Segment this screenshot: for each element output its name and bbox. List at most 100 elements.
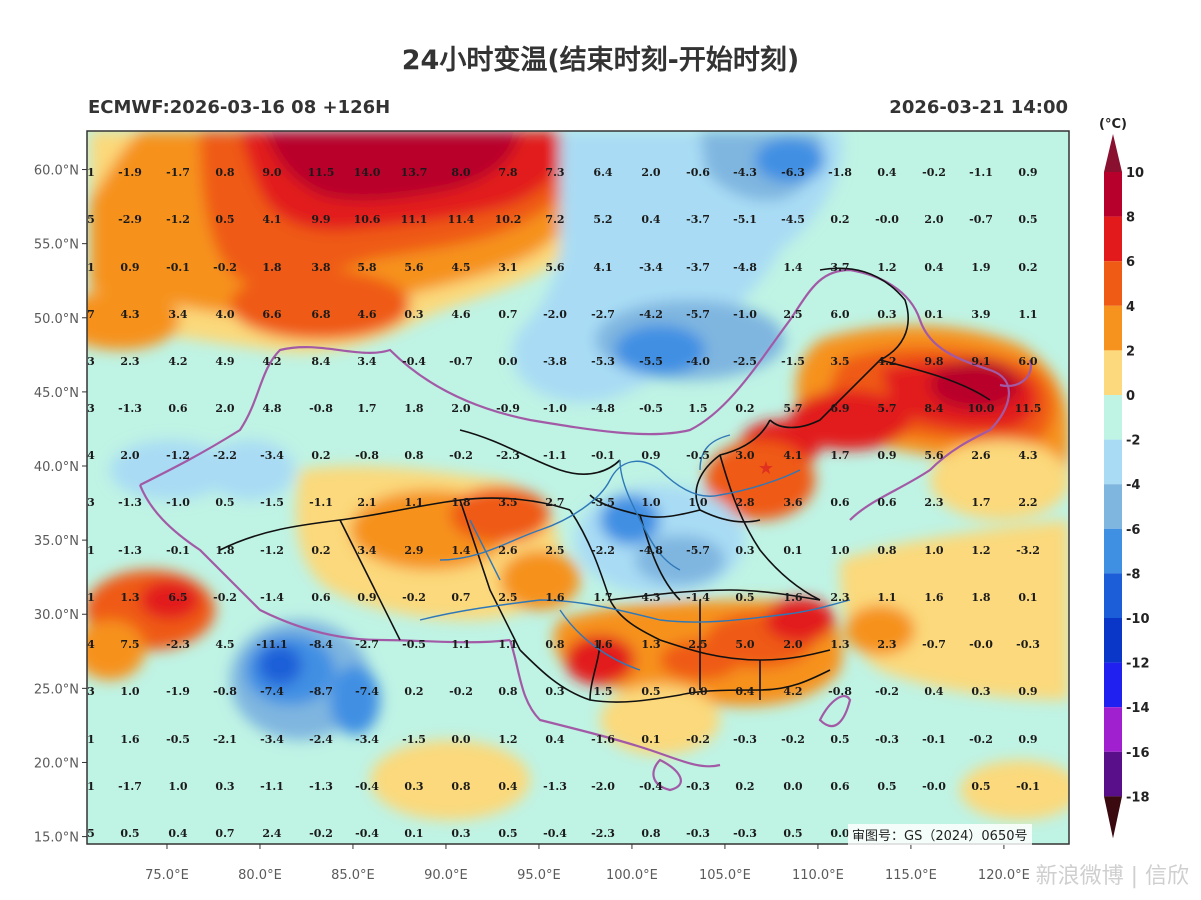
colorbar-segment	[1104, 261, 1122, 306]
grid-value: 0.3	[971, 685, 990, 698]
grid-value: 6.6	[262, 308, 281, 321]
grid-value: -3.8	[543, 355, 567, 368]
grid-value: 0.8	[404, 449, 423, 462]
grid-value: -0.2	[781, 733, 805, 746]
grid-value: -5.3	[591, 355, 615, 368]
grid-value: -7.4	[355, 685, 379, 698]
grid-value: -0.1	[1016, 780, 1040, 793]
x-tick-label: 85.0°E	[331, 868, 375, 883]
grid-value: 0.1	[1018, 591, 1037, 604]
grid-value: 9.9	[311, 213, 330, 226]
rivers	[419, 434, 851, 671]
y-tick-label: 20.0°N	[34, 756, 79, 771]
colorbar-segment	[1104, 172, 1122, 217]
grid-value: 0.5	[498, 827, 517, 840]
grid-value: 2.3	[120, 355, 139, 368]
grid-value: 14.0	[354, 166, 381, 179]
grid-value: 1.8	[404, 402, 423, 415]
grid-value: 0.9	[1018, 166, 1037, 179]
grid-value: -1.4	[686, 591, 710, 604]
y-tick-label: 40.0°N	[34, 460, 79, 475]
grid-value: 0.6	[168, 402, 187, 415]
grid-value: -0.3	[686, 827, 710, 840]
grid-value: -2.9	[118, 213, 142, 226]
grid-value: 2.5	[783, 308, 802, 321]
grid-value: 9.0	[262, 166, 281, 179]
grid-value: 1.7	[357, 402, 376, 415]
grid-value: -0.6	[686, 166, 710, 179]
x-tick-label: 90.0°E	[424, 868, 468, 883]
grid-value: 5.7	[783, 402, 802, 415]
grid-value: 2.3	[830, 591, 849, 604]
grid-value: -0.5	[402, 638, 426, 651]
grid-value: -0.8	[309, 402, 333, 415]
grid-value: 3	[87, 402, 95, 415]
grid-value: 0.2	[311, 544, 330, 557]
grid-value: 0.8	[545, 638, 564, 651]
grid-value: 7.5	[120, 638, 139, 651]
grid-value: 3.4	[357, 544, 376, 557]
grid-value: 1.0	[688, 496, 707, 509]
grid-value: 0.2	[735, 402, 754, 415]
grid-value: 1.8	[451, 496, 470, 509]
grid-value: 4.9	[215, 355, 234, 368]
grid-value: 4.3	[1018, 449, 1037, 462]
colorbar-segment	[1104, 484, 1122, 529]
grid-value: 0.0	[498, 355, 517, 368]
grid-value: 7	[87, 308, 95, 321]
x-tick-label: 95.0°E	[517, 868, 561, 883]
grid-value: 2.9	[404, 544, 423, 557]
grid-value: -1.3	[309, 780, 333, 793]
y-tick-label: 60.0°N	[34, 164, 79, 179]
grid-value: -4.8	[591, 402, 615, 415]
grid-value: 2.0	[215, 402, 234, 415]
grid-value: -11.1	[256, 638, 287, 651]
grid-value: -0.2	[449, 685, 473, 698]
grid-value: 3.5	[498, 496, 517, 509]
colorbar-segment	[1104, 618, 1122, 663]
grid-value: -1.9	[166, 685, 190, 698]
grid-value: -1.2	[260, 544, 284, 557]
grid-value: 1.8	[215, 544, 234, 557]
grid-value: 1.0	[641, 496, 660, 509]
grid-value: 0.5	[215, 496, 234, 509]
grid-value: -1.7	[118, 780, 142, 793]
grid-value: -0.5	[639, 402, 663, 415]
grid-value: 1.0	[120, 685, 139, 698]
grid-value: 8.4	[311, 355, 330, 368]
grid-value: 4.2	[783, 685, 802, 698]
grid-value: -1.1	[260, 780, 284, 793]
grid-value: 3	[87, 355, 95, 368]
valid-time-label: 2026-03-21 14:00	[889, 97, 1068, 118]
grid-value: 5	[87, 213, 95, 226]
grid-value: -0.2	[969, 733, 993, 746]
model-run-label: ECMWF:2026-03-16 08 +126H	[88, 97, 391, 118]
grid-value: 1	[87, 591, 95, 604]
grid-value: 5.0	[735, 638, 754, 651]
grid-value: 0.4	[641, 213, 660, 226]
grid-value: -1.3	[118, 402, 142, 415]
grid-value: 0.0	[451, 733, 470, 746]
grid-value: -0.2	[309, 827, 333, 840]
grid-value: 1.1	[404, 496, 423, 509]
colorbar-segment	[1104, 751, 1122, 797]
city-marker-icon: ★	[758, 458, 774, 479]
grid-value: 1.6	[120, 733, 139, 746]
grid-value: 4	[87, 449, 95, 462]
grid-value: 2.8	[735, 496, 754, 509]
grid-value: -2.7	[355, 638, 379, 651]
grid-value: 4.1	[783, 449, 802, 462]
grid-value: -1.8	[828, 166, 852, 179]
grid-value: 2.2	[1018, 496, 1037, 509]
grid-value: 4.2	[877, 355, 896, 368]
colorbar-label: 4	[1126, 300, 1135, 315]
plot-frame	[86, 130, 1070, 845]
colorbar-label: 2	[1126, 344, 1135, 359]
grid-value: -8.4	[309, 638, 333, 651]
grid-value: -5.7	[686, 544, 710, 557]
grid-value: 1	[87, 544, 95, 557]
grid-value: 0.8	[451, 780, 470, 793]
grid-value: -1.6	[591, 733, 615, 746]
colorbar-segment	[1104, 573, 1122, 618]
grid-value: 1.7	[593, 591, 612, 604]
